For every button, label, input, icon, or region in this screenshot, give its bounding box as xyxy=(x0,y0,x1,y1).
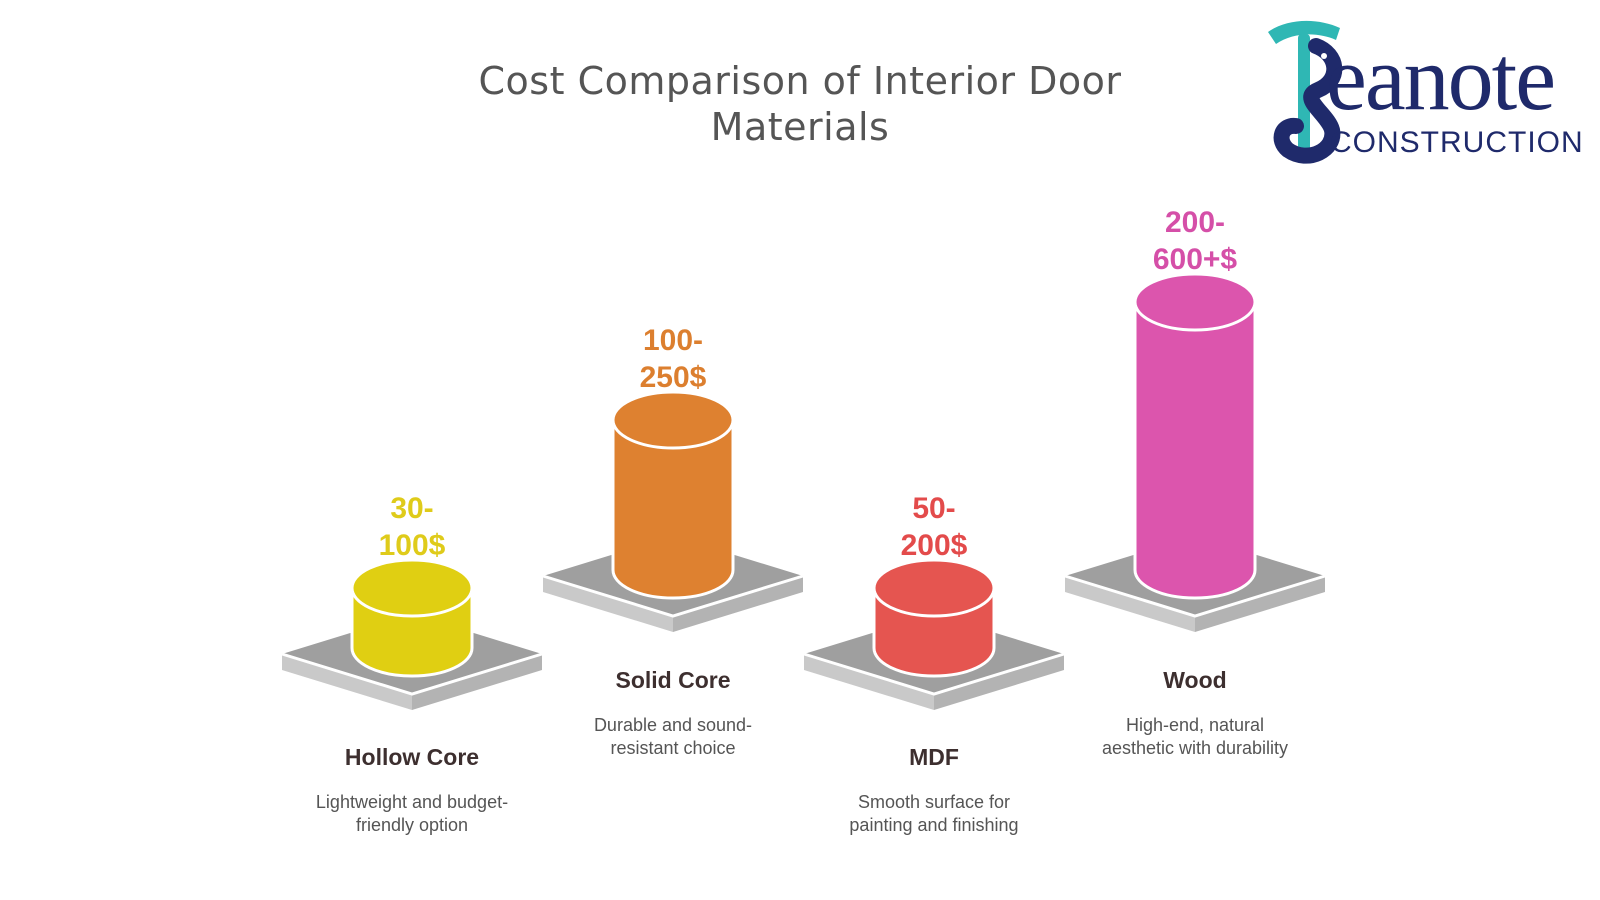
logo-subtitle: CONSTRUCTION xyxy=(1330,126,1584,159)
platform-edge xyxy=(1064,574,1326,618)
category-description-0: Lightweight and budget-friendly option xyxy=(316,792,508,835)
data-label-line: 100$ xyxy=(379,529,446,562)
platform-left-face xyxy=(282,654,412,710)
data-label-0: 30- 100$ xyxy=(379,492,446,562)
bar-cap-3 xyxy=(1133,272,1257,332)
data-label-line: 200$ xyxy=(901,529,968,562)
platform-right-face xyxy=(934,654,1064,710)
category-description-3: High-end, natural aesthetic with durabili… xyxy=(1102,715,1288,758)
logo-wordmark: eanote xyxy=(1326,27,1556,129)
chart-title: Cost Comparison of Interior Door Materia… xyxy=(478,59,1122,149)
description-line: aesthetic with durability xyxy=(1102,738,1288,758)
description-line: High-end, natural xyxy=(1126,715,1264,735)
description-line: Smooth surface for xyxy=(858,792,1010,812)
description-line: Lightweight and budget- xyxy=(316,792,508,812)
platform-edge xyxy=(281,652,543,696)
bar-group-0: 30- 100$ Hollow Core Lightweight and budget… xyxy=(281,492,543,835)
platform-edge xyxy=(803,652,1065,696)
data-label-line: 30- xyxy=(390,492,433,525)
data-label-2: 50- 200$ xyxy=(901,492,968,562)
bar-group-1: 100- 250$ Solid Core Durable and sound-resi… xyxy=(542,324,804,758)
platform-right-face xyxy=(1195,576,1325,632)
platform-right-face xyxy=(673,576,803,632)
description-line: friendly option xyxy=(356,815,468,835)
platform-edge xyxy=(542,574,804,618)
bar-cap-0 xyxy=(350,558,474,618)
data-label-1: 100- 250$ xyxy=(640,324,707,394)
description-line: painting and finishing xyxy=(849,815,1018,835)
bar-group-2: 50- 200$ MDF Smooth surface for painting and… xyxy=(803,492,1065,835)
bar-cap-2 xyxy=(872,558,996,618)
seanote-construction-logo: eanote CONSTRUCTION xyxy=(1258,14,1598,164)
seahorse-hammer-icon xyxy=(1268,20,1343,164)
bar-group-3: 200- 600+$ Wood High-end, natural aesthetic … xyxy=(1064,206,1326,758)
data-label-line: 100- xyxy=(643,324,703,357)
description-line: Durable and sound- xyxy=(594,715,752,735)
category-label-2: MDF xyxy=(909,744,959,770)
category-description-2: Smooth surface for painting and finishing xyxy=(849,792,1018,835)
category-label-1: Solid Core xyxy=(615,667,730,693)
data-label-line: 50- xyxy=(912,492,955,525)
bar-1 xyxy=(611,418,735,600)
platform-left-face xyxy=(1065,576,1195,632)
category-label-3: Wood xyxy=(1163,667,1226,693)
bar-cap-1 xyxy=(611,390,735,450)
data-label-line: 200- xyxy=(1165,206,1225,239)
platform-left-face xyxy=(804,654,934,710)
description-line: resistant choice xyxy=(610,738,735,758)
category-label-0: Hollow Core xyxy=(345,744,479,770)
bar-3 xyxy=(1133,300,1257,600)
category-description-1: Durable and sound-resistant choice xyxy=(594,715,752,758)
data-label-line: 250$ xyxy=(640,361,707,394)
platform-right-face xyxy=(412,654,542,710)
data-label-3: 200- 600+$ xyxy=(1153,206,1238,276)
platform-left-face xyxy=(543,576,673,632)
data-label-line: 600+$ xyxy=(1153,243,1238,276)
